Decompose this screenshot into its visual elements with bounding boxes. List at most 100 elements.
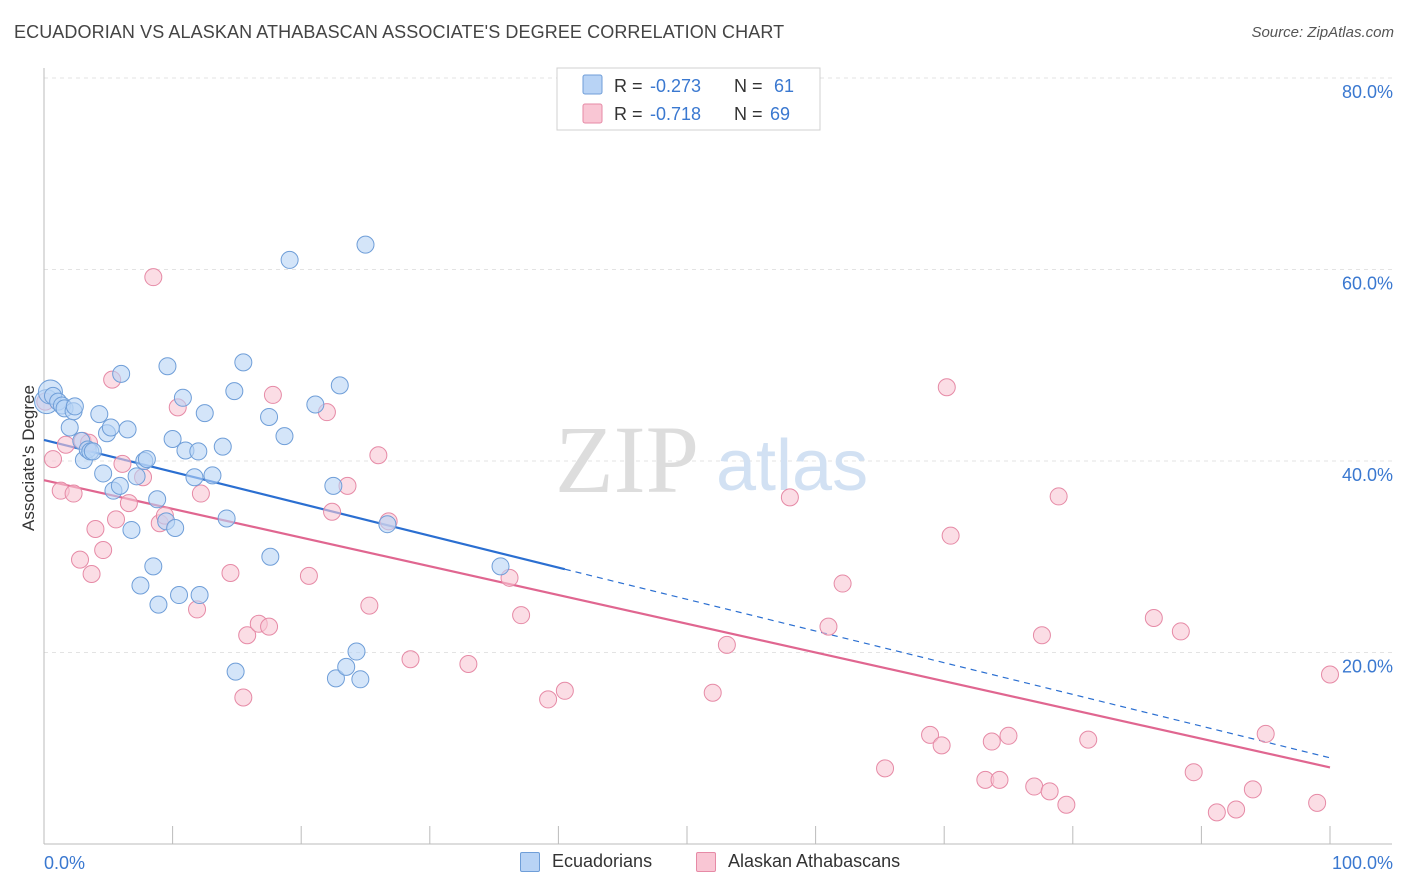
athabascan-point	[819, 617, 838, 636]
athabascan-point	[1171, 622, 1190, 641]
ecuadorian-point	[60, 418, 79, 437]
athabascan-point	[86, 519, 105, 538]
legend-swatch-athabascans	[582, 103, 603, 124]
watermark: ZIP atlas	[555, 406, 868, 513]
tick-labels: 20.0% 40.0% 60.0% 80.0% 0.0% 100.0%	[44, 82, 1393, 873]
ecuadorian-point	[356, 235, 375, 254]
legend-item-athabascans[interactable]: Alaskan Athabascans	[696, 851, 900, 872]
athabascan-point	[1057, 795, 1076, 814]
athabascan-point	[238, 626, 257, 645]
athabascan-point	[234, 688, 253, 707]
ecuadorian-point	[213, 437, 232, 456]
ecuadorian-point	[112, 364, 131, 383]
legend-r-value: -0.273	[650, 76, 701, 96]
data-points	[34, 235, 1339, 822]
trend-line-ecuadorians-projected	[564, 568, 1331, 759]
chart-title: ECUADORIAN VS ALASKAN ATHABASCAN ASSOCIA…	[14, 22, 785, 42]
legend-n-label: N =	[734, 76, 763, 96]
ecuadorian-point	[280, 250, 299, 269]
ecuadorian-point	[378, 515, 397, 534]
legend-r-label: R =	[614, 104, 643, 124]
legend-n-label: N =	[734, 104, 763, 124]
athabascan-point	[260, 617, 279, 636]
ecuadorian-point	[190, 586, 209, 605]
ecuadorian-point	[127, 467, 146, 486]
ecuadorian-point	[131, 576, 150, 595]
athabascan-point	[263, 385, 282, 404]
legend-n-value: 69	[770, 104, 790, 124]
ecuadorian-point	[324, 476, 343, 495]
athabascan-point	[401, 650, 420, 669]
athabascan-point	[360, 596, 379, 615]
athabascan-point	[191, 484, 210, 503]
ecuadorian-point	[101, 418, 120, 437]
trend-line-athabascans	[43, 479, 1331, 769]
ecuadorian-point	[217, 509, 236, 528]
athabascan-point	[999, 726, 1018, 745]
y-tick-label: 80.0%	[1342, 82, 1393, 102]
athabascan-point	[941, 526, 960, 545]
ecuadorian-point	[337, 657, 356, 676]
legend-label-ecuadorians: Ecuadorians	[552, 851, 653, 871]
ecuadorian-point	[189, 442, 208, 461]
athabascan-point	[299, 566, 318, 585]
athabascan-point	[1243, 780, 1262, 799]
legend-series: Ecuadorians Alaskan Athabascans	[0, 851, 1406, 881]
ecuadorian-point	[158, 357, 177, 376]
athabascan-point	[539, 690, 558, 709]
ecuadorian-point	[195, 404, 214, 423]
athabascan-point	[1321, 665, 1339, 684]
watermark-zip: ZIP	[555, 406, 699, 513]
ecuadorian-point	[110, 476, 129, 495]
athabascan-point	[921, 725, 940, 744]
legend-swatch-ecuadorians	[582, 74, 603, 95]
athabascan-point	[1256, 724, 1275, 743]
ecuadorian-point	[148, 490, 167, 509]
ecuadorian-point	[306, 395, 325, 414]
athabascan-point	[1227, 800, 1246, 819]
athabascan-point	[369, 446, 388, 465]
athabascan-point	[44, 450, 63, 469]
ecuadorian-point	[203, 466, 222, 485]
ecuadorian-point	[163, 429, 182, 448]
ecuadorian-point	[118, 420, 137, 439]
ecuadorian-point	[122, 520, 141, 539]
athabascan-point	[119, 494, 138, 513]
legend-r-value: -0.718	[650, 104, 701, 124]
athabascan-point	[512, 606, 531, 625]
legend-correlation: R = -0.273 N = 61 R = -0.718 N = 69	[556, 67, 821, 131]
axes	[43, 68, 1392, 845]
athabascan-point	[323, 502, 342, 521]
ecuadorian-point	[137, 450, 156, 469]
athabascan-point	[1032, 626, 1051, 645]
athabascan-point	[1040, 782, 1059, 801]
y-tick-label: 20.0%	[1342, 657, 1393, 677]
athabascan-point	[144, 268, 163, 287]
athabascan-point	[780, 488, 799, 507]
athabascan-point	[937, 378, 956, 397]
athabascan-point	[71, 550, 90, 569]
ecuadorian-point	[226, 662, 245, 681]
ecuadorian-point	[144, 557, 163, 576]
athabascan-point	[1025, 777, 1044, 796]
ecuadorian-point	[275, 427, 294, 446]
ecuadorian-point	[326, 669, 345, 688]
ecuadorian-point	[83, 442, 102, 461]
legend-n-value: 61	[774, 76, 794, 96]
source-label: Source: ZipAtlas.com	[1251, 24, 1394, 41]
legend-item-ecuadorians[interactable]: Ecuadorians	[520, 851, 652, 872]
y-tick-label: 60.0%	[1342, 274, 1393, 294]
ecuadorian-point	[330, 376, 349, 395]
athabascan-point	[555, 681, 574, 700]
athabascan-point	[64, 484, 83, 503]
ecuadorian-point	[65, 397, 84, 416]
athabascan-point	[1049, 487, 1068, 506]
ecuadorian-point	[173, 388, 192, 407]
athabascan-point	[1207, 803, 1226, 822]
athabascan-point	[94, 541, 113, 560]
legend-r-label: R =	[614, 76, 643, 96]
athabascan-point	[459, 654, 478, 673]
ecuadorian-point	[149, 595, 168, 614]
athabascan-point	[1079, 730, 1098, 749]
athabascan-point	[107, 510, 126, 529]
